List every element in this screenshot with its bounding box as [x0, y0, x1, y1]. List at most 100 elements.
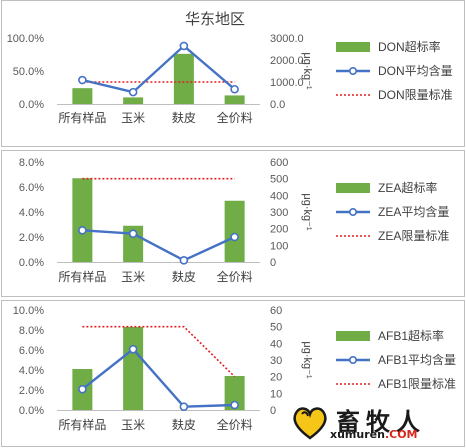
mean-point — [179, 41, 189, 51]
legend-swatch-marker — [348, 355, 357, 364]
mean-point — [78, 226, 87, 235]
heart-icon — [293, 407, 327, 440]
bar — [173, 53, 194, 104]
right-tick-label: 2000.0 — [270, 55, 304, 67]
limit-line — [82, 325, 236, 378]
right-tick-label: 500 — [270, 174, 288, 186]
right-tick-label: 40 — [270, 338, 282, 350]
left-tick-label: 100.0% — [7, 33, 45, 45]
bar — [123, 97, 144, 104]
legend-label: ZEA限量标准 — [378, 229, 449, 243]
mean-point — [179, 256, 189, 265]
right-tick-label: 400 — [270, 190, 288, 202]
left-tick-label: 0.0% — [19, 405, 44, 417]
mean-point — [128, 229, 138, 238]
category-label: 麸皮 — [172, 418, 196, 432]
legend-label: AFB1超标率 — [378, 328, 444, 343]
category-label: 玉米 — [121, 111, 145, 125]
chart-panel-zea: 0.0% 2.0% 4.0% 6.0% 8.0% 0 100 200 300 400 500 600 μ… — [1, 150, 465, 297]
bar — [123, 327, 144, 410]
watermark-url: xumuren.COM — [330, 428, 418, 441]
bar — [123, 225, 144, 262]
bar — [224, 376, 245, 410]
left-tick-label: 4.0% — [19, 207, 44, 219]
category-label: 玉米 — [121, 418, 145, 432]
chart-panel-don: 华东地区 0.0% 50.0% 100.0% 0.0 1000.0 2000.0 3000.0… — [1, 0, 465, 147]
legend-swatch-marker — [348, 67, 357, 76]
category-label: 所有样品 — [58, 269, 106, 284]
right-tick-label: 3000.0 — [270, 33, 304, 45]
legend-label: AFB1平均含量 — [378, 352, 456, 367]
mean-line — [81, 347, 235, 408]
legend-label: AFB1限量标准 — [378, 377, 456, 391]
left-tick-label: 2.0% — [19, 232, 44, 244]
mean-point — [230, 84, 239, 94]
category-label: 麸皮 — [172, 111, 196, 125]
legend-swatch-bar — [336, 183, 370, 193]
legend-swatch-bar — [336, 42, 370, 52]
right-tick-label: 300 — [270, 207, 288, 219]
watermark-logo: 畜牧人 xumuren.COM — [288, 402, 458, 444]
watermark-text: 畜牧人 — [336, 408, 426, 436]
category-label: 全价料 — [217, 269, 253, 284]
category-label: 所有样品 — [58, 110, 106, 125]
mean-point — [230, 400, 239, 410]
right-tick-label: 20 — [270, 372, 282, 384]
left-tick-label: 0.0% — [19, 99, 44, 111]
bar — [72, 178, 93, 262]
left-tick-label: 8.0% — [19, 325, 44, 337]
legend-label: DON限量标准 — [378, 88, 453, 102]
chart-title: 华东地区 — [185, 11, 245, 28]
left-tick-label: 6.0% — [19, 182, 44, 194]
right-axis-label: μg·kg⁻¹ — [301, 193, 313, 231]
right-tick-label: 200 — [270, 224, 288, 236]
right-tick-label: 600 — [270, 157, 288, 169]
right-tick-label: 0 — [270, 257, 276, 269]
mean-line — [82, 229, 236, 262]
mean-point — [78, 75, 87, 85]
legend-label: DON超标率 — [378, 39, 441, 54]
left-tick-label: 0.0% — [19, 257, 44, 269]
category-label: 所有样品 — [58, 417, 106, 432]
mean-point — [230, 232, 239, 242]
legend-swatch-bar — [336, 331, 370, 341]
right-tick-label: 60 — [270, 305, 282, 317]
right-tick-label: 0.0 — [270, 99, 285, 111]
bar — [224, 95, 245, 104]
mean-point — [78, 384, 87, 394]
category-label: 麸皮 — [172, 270, 196, 284]
category-label: 全价料 — [217, 110, 253, 125]
right-tick-label: 100 — [270, 240, 288, 252]
right-axis-label: μg·kg⁻¹ — [301, 341, 313, 379]
panel-border — [1, 150, 465, 297]
left-tick-label: 6.0% — [19, 345, 44, 357]
left-tick-label: 2.0% — [19, 385, 44, 397]
category-label: 全价料 — [217, 417, 253, 432]
bar — [72, 88, 93, 104]
right-tick-label: 1000.0 — [270, 77, 304, 89]
left-tick-label: 8.0% — [19, 157, 44, 169]
right-axis-label: μg·kg⁻¹ — [301, 52, 313, 90]
watermark-url-dark: xumuren — [330, 428, 385, 441]
bar — [224, 200, 245, 262]
legend-label: DON平均含量 — [378, 63, 453, 78]
legend-label: ZEA平均含量 — [378, 204, 449, 219]
left-tick-label: 4.0% — [19, 365, 44, 377]
chart-panel-afb1: 0.0% 2.0% 4.0% 6.0% 8.0% 10.0% 0 10 20 30 40 50 60 μg… — [1, 300, 465, 447]
left-tick-label: 10.0% — [13, 305, 44, 317]
right-tick-label: 50 — [270, 322, 282, 334]
mean-line — [82, 44, 236, 94]
panel-border — [1, 0, 465, 147]
panel-border — [1, 300, 465, 447]
watermark-url-red: .COM — [384, 428, 418, 441]
category-label: 玉米 — [121, 270, 145, 284]
mean-point — [128, 344, 138, 354]
left-tick-label: 50.0% — [13, 66, 44, 78]
legend-swatch-marker — [348, 208, 357, 217]
right-tick-label: 0 — [270, 405, 276, 417]
mean-point — [179, 402, 189, 411]
legend-label: ZEA超标率 — [378, 180, 437, 195]
right-tick-label: 30 — [270, 355, 282, 367]
right-tick-label: 10 — [270, 388, 282, 400]
